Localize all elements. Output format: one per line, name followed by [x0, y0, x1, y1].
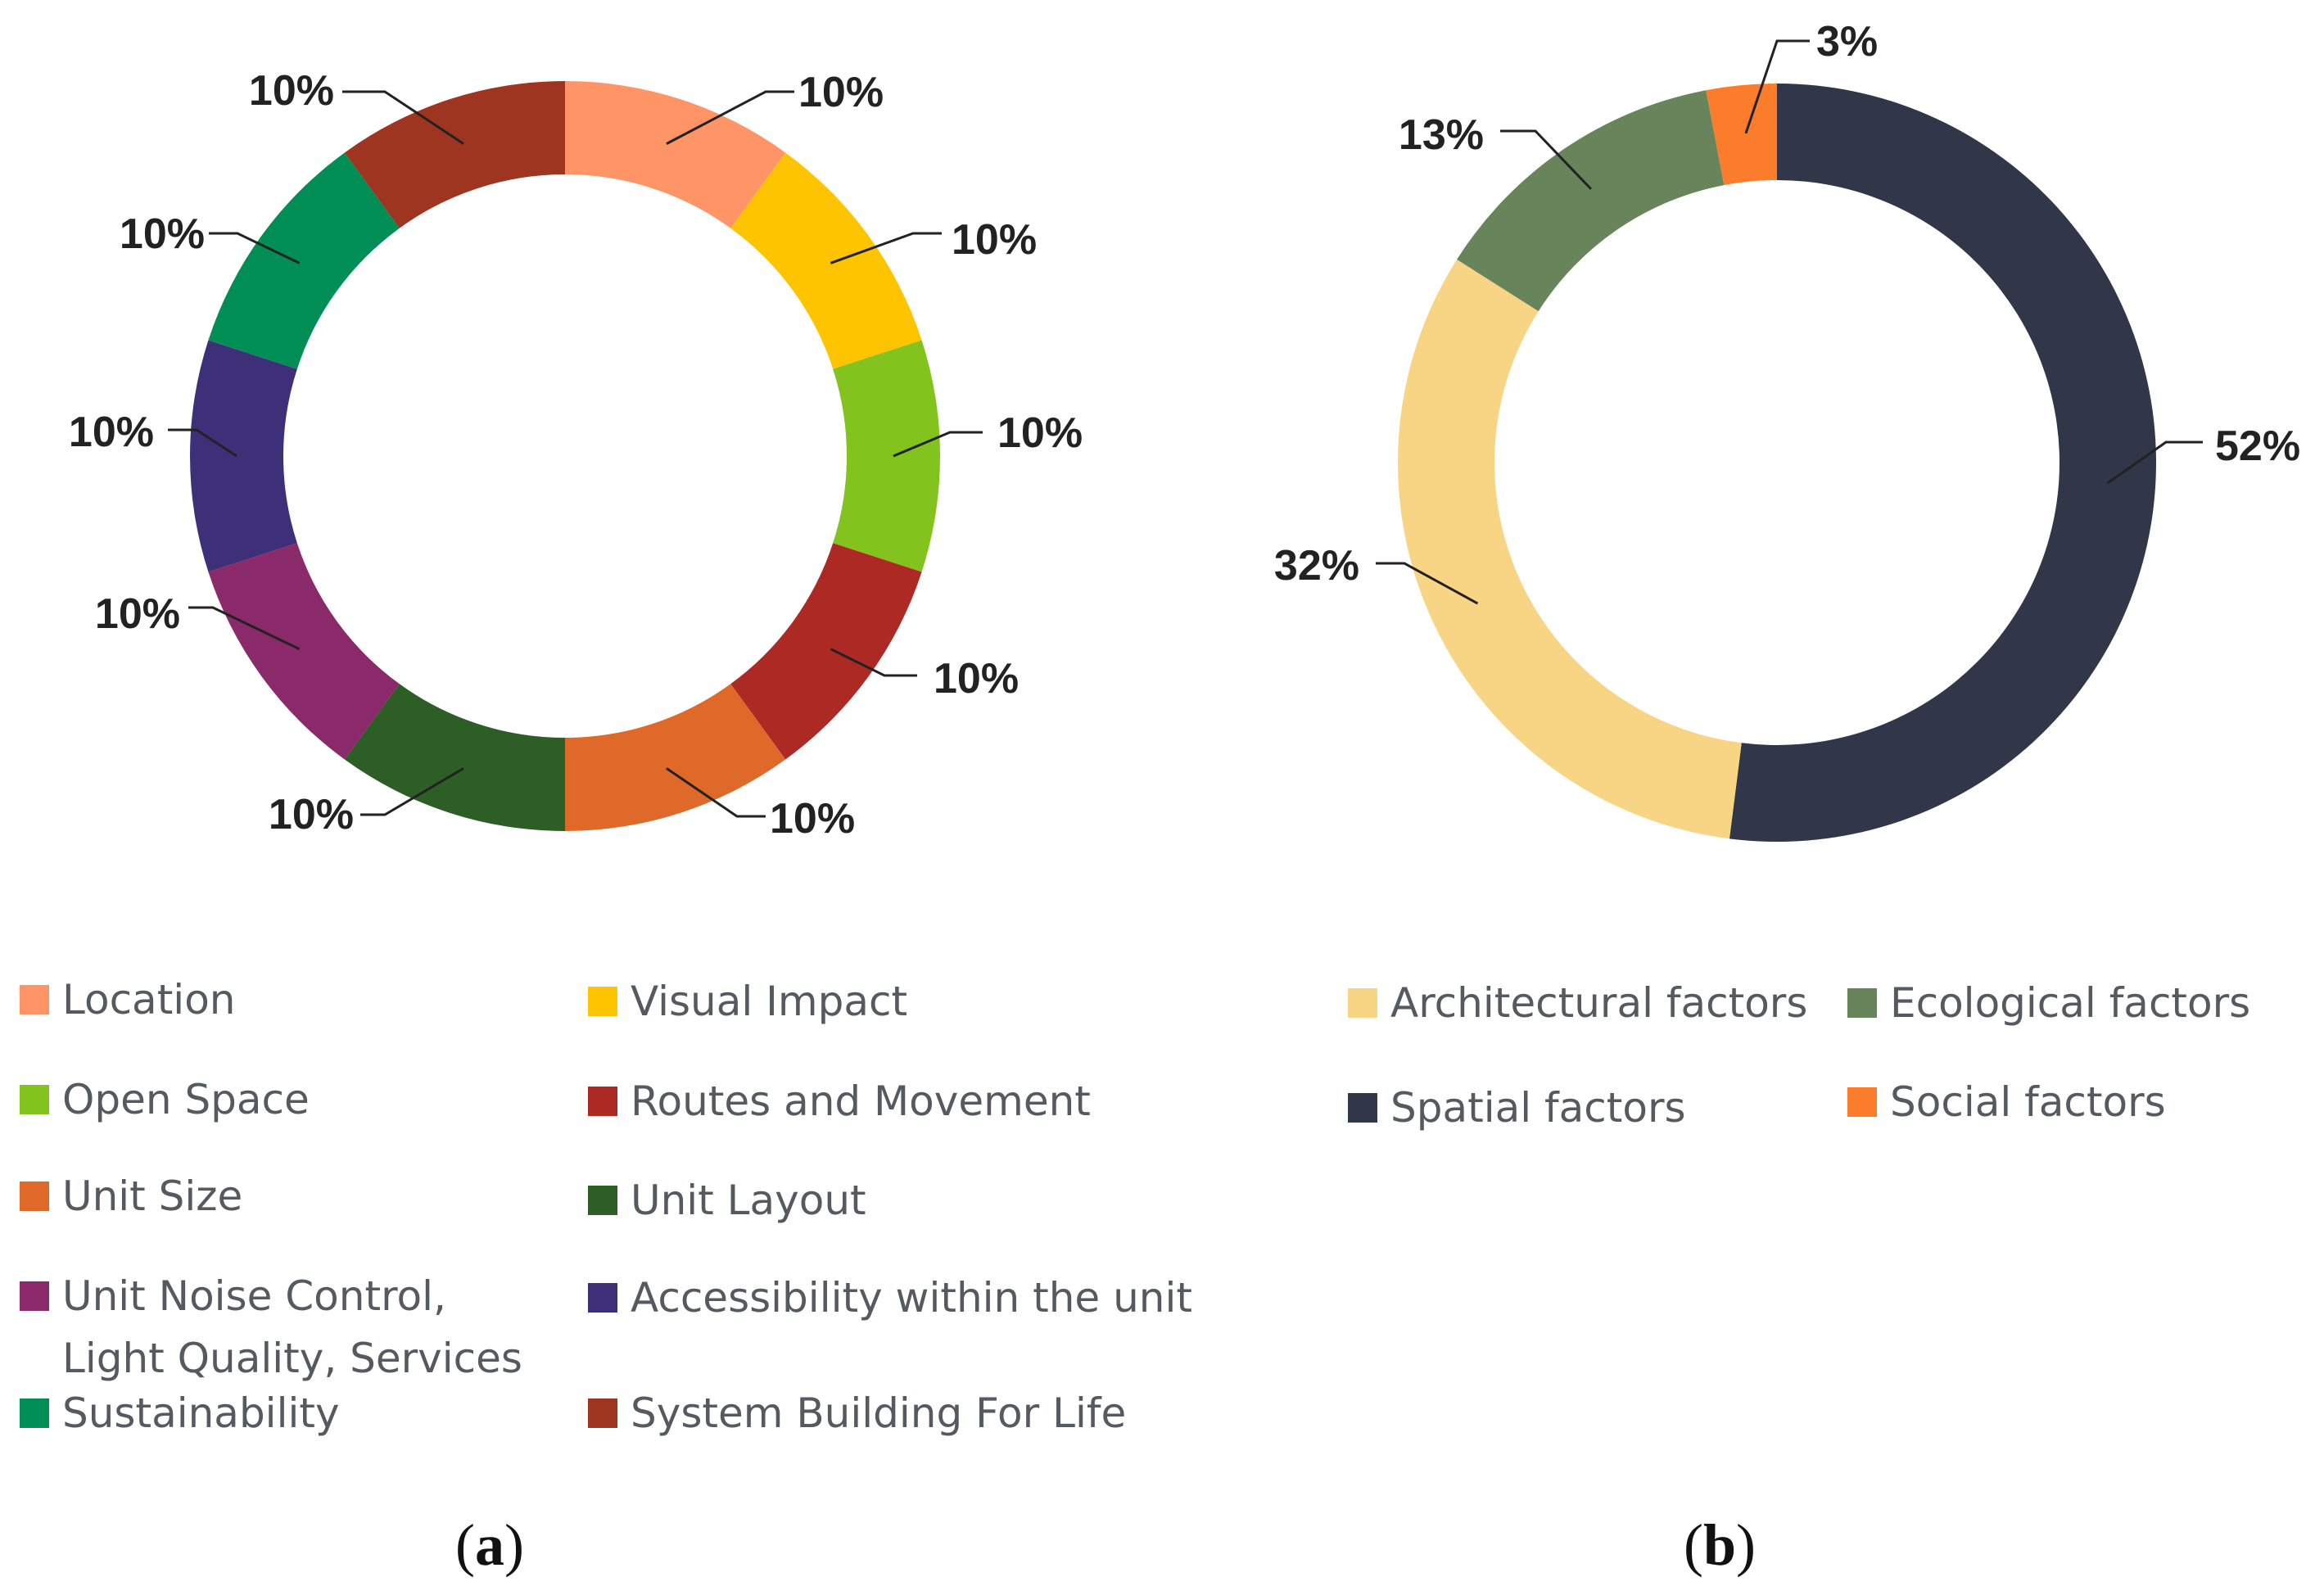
legend-swatch	[1847, 988, 1877, 1018]
data-label: 10%	[798, 69, 884, 116]
leader-line	[188, 606, 301, 651]
data-label: 13%	[1399, 111, 1484, 159]
legend-item-unit-noise-control: Unit Noise Control, Light Quality, Servi…	[20, 1265, 522, 1389]
legend-swatch	[588, 1087, 617, 1116]
leader-line	[1500, 129, 1593, 190]
leader-line	[360, 767, 464, 816]
legend-label: Architectural factors	[1390, 979, 1808, 1027]
donut-slice-visual-impact	[730, 152, 922, 369]
leader-line	[209, 232, 301, 264]
caption-b: (b)	[1684, 1512, 1757, 1578]
leader-line	[168, 428, 237, 458]
legend-label: Routes and Movement	[631, 1078, 1091, 1125]
legend-swatch	[1348, 988, 1377, 1018]
legend-item-sustainability: Sustainability	[20, 1382, 340, 1444]
legend-swatch	[588, 1398, 617, 1428]
leader-line	[830, 232, 942, 264]
donut-slice-unit-layout	[344, 684, 565, 831]
donut-slice-location	[565, 81, 786, 228]
donut-slice-spatial-factors	[1729, 84, 2156, 842]
legend-item-unit-layout: Unit Layout	[588, 1169, 866, 1231]
leader-line	[2106, 441, 2203, 485]
legend-item-system-building-for-life: System Building For Life	[588, 1382, 1126, 1444]
data-label: 10%	[770, 795, 855, 843]
data-label: 10%	[249, 67, 334, 115]
legend-swatch	[588, 1186, 617, 1215]
leader-line	[666, 90, 794, 145]
donut-slice-accessibility-within-the-unit	[189, 340, 297, 572]
legend-label-line2: Light Quality, Services	[62, 1335, 522, 1382]
legend-item-architectural-factors: Architectural factors	[1348, 972, 1807, 1034]
donut-chart-a: 10% 10% 10% 10% 10% 10% 10% 10% 10% 10%	[69, 67, 1083, 843]
data-label: 3%	[1816, 18, 1878, 66]
legend-swatch	[20, 1085, 49, 1114]
legend-swatch	[20, 1182, 49, 1211]
legend-item-location: Location	[20, 969, 235, 1031]
legend-item-spatial-factors: Spatial factors	[1348, 1077, 1686, 1139]
legend-label-line1: Unit Noise Control,	[62, 1272, 446, 1320]
caption-b-letter: b	[1702, 1512, 1737, 1578]
legend-swatch	[20, 1281, 49, 1311]
legend-item-ecological-factors: Ecological factors	[1847, 972, 2250, 1034]
donut-slice-system-building-for-life	[344, 81, 565, 228]
data-label: 10%	[69, 409, 154, 456]
legend-item-accessibility: Accessibility within the unit	[588, 1267, 1192, 1329]
data-label: 10%	[952, 216, 1037, 264]
leader-line	[893, 431, 983, 458]
legend-label: Sustainability	[62, 1389, 340, 1437]
legend-item-routes-and-movement: Routes and Movement	[588, 1070, 1091, 1132]
donut-slice-unit-noise-control-light-quality-services	[208, 543, 400, 760]
leader-line	[666, 767, 766, 818]
data-label: 10%	[120, 210, 205, 258]
legend-item-unit-size: Unit Size	[20, 1165, 242, 1227]
data-label: 32%	[1274, 542, 1359, 590]
legend-item-visual-impact: Visual Impact	[588, 970, 907, 1032]
caption-a-letter: a	[474, 1512, 504, 1578]
donut-slice-routes-and-movement	[730, 543, 922, 760]
legend-swatch	[1348, 1093, 1377, 1123]
donut-slice-sustainability	[208, 152, 400, 369]
donut-slice-social-factors	[1706, 84, 1777, 186]
legend-swatch	[588, 1283, 617, 1313]
leader-line	[1744, 39, 1810, 134]
legend-item-social-factors: Social factors	[1847, 1071, 2166, 1133]
legend-swatch	[1847, 1087, 1877, 1117]
donut-chart-b: 52% 32% 13% 3%	[1274, 18, 2300, 842]
donut-slice-ecological-factors	[1457, 90, 1725, 312]
data-label: 10%	[269, 791, 354, 838]
legend-swatch	[588, 987, 617, 1016]
donut-slice-architectural-factors	[1398, 259, 1742, 839]
legend-label: Unit Size	[62, 1173, 243, 1220]
legend-label: Spatial factors	[1390, 1084, 1686, 1132]
legend-swatch	[20, 1398, 49, 1428]
legend-swatch	[20, 985, 49, 1014]
legend-item-open-space: Open Space	[20, 1069, 310, 1131]
legend-label: Accessibility within the unit	[631, 1274, 1192, 1322]
leader-line	[830, 648, 917, 677]
data-label: 10%	[934, 655, 1019, 703]
legend-label: Unit Noise Control, Light Quality, Servi…	[62, 1265, 522, 1389]
caption-a: (a)	[455, 1512, 524, 1578]
data-label: 52%	[2215, 422, 2300, 470]
legend-label: Ecological factors	[1890, 979, 2251, 1027]
legend-label: Social factors	[1890, 1078, 2166, 1126]
legend-label: Open Space	[62, 1076, 310, 1123]
legend-label: System Building For Life	[631, 1389, 1127, 1437]
data-label: 10%	[997, 409, 1083, 457]
legend-label: Location	[62, 976, 236, 1023]
legend-label: Visual Impact	[631, 978, 908, 1025]
leader-line	[1376, 562, 1479, 605]
legend-label: Unit Layout	[631, 1177, 866, 1224]
leader-line	[342, 90, 464, 145]
data-label: 10%	[95, 590, 180, 638]
donut-slice-open-space	[833, 340, 941, 572]
donut-slice-unit-size	[565, 684, 786, 831]
